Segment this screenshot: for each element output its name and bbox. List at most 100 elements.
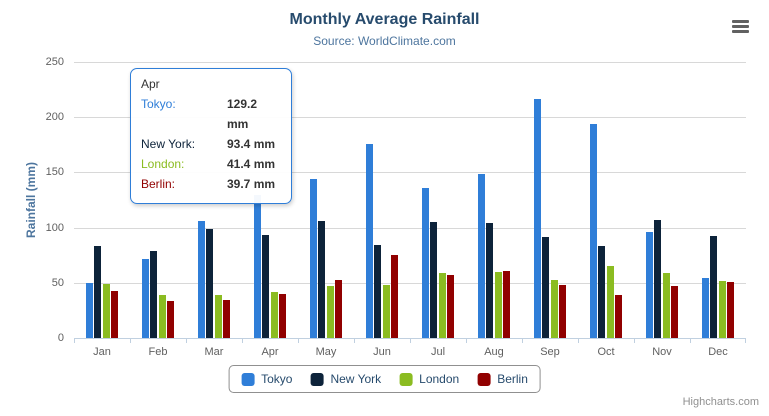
gridline	[74, 62, 746, 63]
bar-tokyo-may[interactable]	[310, 179, 317, 338]
bar-new-york-feb[interactable]	[150, 251, 158, 338]
bar-new-york-mar[interactable]	[206, 229, 214, 338]
credits-link[interactable]: Highcharts.com	[682, 396, 759, 408]
bar-berlin-dec[interactable]	[727, 281, 734, 338]
bar-new-york-sep[interactable]	[542, 237, 550, 338]
bar-london-nov[interactable]	[662, 272, 670, 338]
bar-berlin-mar[interactable]	[223, 299, 230, 338]
x-axis-tick	[130, 338, 131, 343]
y-axis-label: 50	[51, 276, 64, 289]
bar-tokyo-jul[interactable]	[422, 188, 429, 338]
legend-item-new-york[interactable]: New York	[310, 372, 381, 386]
tooltip-header: Apr	[141, 77, 160, 91]
tooltip-series-name: Berlin:	[141, 177, 176, 191]
bar-tokyo-sep[interactable]	[534, 99, 541, 338]
bar-berlin-nov[interactable]	[671, 286, 678, 338]
x-axis-label-nov: Nov	[652, 346, 672, 358]
y-axis-label: 150	[45, 166, 64, 179]
menu-bar	[732, 20, 749, 23]
tooltip-row-tokyo: Tokyo: 129.2 mm	[141, 94, 281, 134]
bar-tokyo-oct[interactable]	[590, 123, 597, 338]
legend-swatch-berlin	[477, 372, 491, 386]
bar-london-oct[interactable]	[606, 266, 614, 338]
bar-london-jul[interactable]	[438, 272, 446, 338]
bar-new-york-dec[interactable]	[710, 236, 718, 338]
x-axis-tick	[410, 338, 411, 343]
bar-new-york-nov[interactable]	[654, 220, 662, 338]
bar-london-may[interactable]	[326, 286, 334, 338]
bar-london-aug[interactable]	[494, 272, 502, 338]
bar-berlin-sep[interactable]	[559, 285, 566, 338]
bar-new-york-apr[interactable]	[262, 234, 270, 338]
tooltip-row-new-york: New York: 93.4 mm	[141, 134, 281, 154]
tooltip-series-value: 129.2 mm	[227, 97, 258, 131]
bar-new-york-jul[interactable]	[430, 222, 438, 338]
bar-berlin-may[interactable]	[335, 279, 342, 338]
bar-tokyo-aug[interactable]	[478, 174, 485, 338]
legend-label: London	[419, 372, 460, 386]
y-axis-label: 250	[45, 56, 64, 68]
bar-berlin-feb[interactable]	[167, 301, 174, 338]
bar-london-apr[interactable]	[270, 292, 278, 338]
legend-swatch-london	[399, 372, 413, 386]
plot-area: Jan Feb Mar Apr May Jun Jul Aug Sep Oct Nov Dec	[74, 62, 746, 358]
legend-item-berlin[interactable]: Berlin	[477, 372, 528, 386]
x-axis-label-sep: Sep	[540, 346, 560, 358]
gridline	[74, 172, 746, 173]
x-axis-label-apr: Apr	[261, 346, 279, 358]
tooltip-series-name: Tokyo:	[141, 97, 176, 111]
legend-item-tokyo[interactable]: Tokyo	[241, 372, 292, 386]
legend-item-london[interactable]: London	[399, 372, 459, 386]
x-axis-label-jun: Jun	[373, 346, 391, 358]
x-axis-tick	[690, 338, 691, 343]
x-axis-tick	[634, 338, 635, 343]
bar-berlin-oct[interactable]	[615, 294, 622, 338]
bar-new-york-oct[interactable]	[598, 245, 606, 338]
bar-tokyo-jun[interactable]	[366, 143, 373, 338]
menu-bar	[732, 25, 749, 28]
bar-london-feb[interactable]	[158, 295, 166, 338]
hamburger-menu-icon[interactable]	[732, 20, 749, 33]
chart-title: Monthly Average Rainfall	[289, 11, 480, 28]
x-axis-tick	[522, 338, 523, 343]
bar-london-jun[interactable]	[382, 284, 390, 338]
bar-tokyo-dec[interactable]	[702, 277, 709, 338]
bar-berlin-jan[interactable]	[111, 291, 118, 338]
bar-tokyo-apr[interactable]	[254, 195, 261, 338]
bar-new-york-may[interactable]	[318, 220, 326, 338]
bar-london-mar[interactable]	[214, 294, 222, 338]
x-axis-label-oct: Oct	[597, 346, 615, 358]
tooltip-series-value: 93.4 mm	[227, 137, 276, 151]
bar-berlin-aug[interactable]	[503, 271, 510, 338]
bar-new-york-aug[interactable]	[486, 222, 494, 338]
bar-tokyo-feb[interactable]	[142, 259, 149, 338]
legend: Tokyo New York London Berlin	[228, 365, 541, 393]
x-axis-label-mar: Mar	[204, 346, 224, 358]
gridline	[74, 117, 746, 118]
bar-tokyo-nov[interactable]	[646, 232, 653, 338]
bar-london-jan[interactable]	[102, 284, 110, 338]
legend-swatch-tokyo	[241, 372, 255, 386]
y-axis-label: 200	[45, 111, 64, 124]
tooltip-row-london: London: 41.4 mm	[141, 154, 281, 174]
x-axis-label-jan: Jan	[93, 346, 111, 358]
gridline	[74, 228, 746, 229]
tooltip-series-name: London:	[141, 157, 185, 171]
tooltip-row-berlin: Berlin: 39.7 mm	[141, 174, 281, 194]
bar-berlin-jul[interactable]	[447, 274, 454, 338]
bar-berlin-jun[interactable]	[391, 254, 398, 338]
y-axis-label: 0	[57, 332, 64, 344]
bar-london-sep[interactable]	[550, 280, 558, 338]
bar-tokyo-mar[interactable]	[198, 220, 205, 338]
bar-london-dec[interactable]	[718, 281, 726, 338]
x-axis-tick	[745, 338, 746, 343]
bar-new-york-jun[interactable]	[374, 244, 382, 338]
x-axis-label-jul: Jul	[430, 346, 446, 358]
tooltip: Apr Tokyo: 129.2 mm New York: 93.4 mm London…	[130, 68, 292, 204]
legend-label: Berlin	[497, 372, 528, 386]
bar-tokyo-jan[interactable]	[86, 282, 93, 338]
y-axis-label: 100	[45, 221, 64, 234]
x-axis-label-dec: Dec	[708, 346, 728, 358]
bar-berlin-apr[interactable]	[279, 294, 286, 338]
bar-new-york-jan[interactable]	[94, 245, 102, 338]
